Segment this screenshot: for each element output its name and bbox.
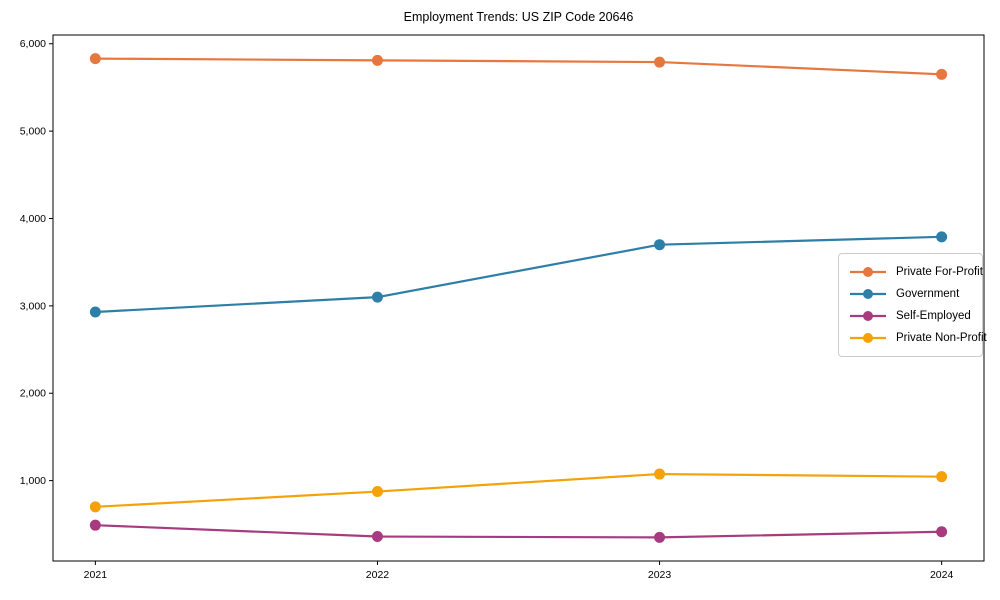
legend-item-private-for-profit: Private For-Profit <box>848 261 983 283</box>
data-point-government-2022 <box>371 291 383 303</box>
data-point-private-for-profit-2022 <box>371 54 383 66</box>
data-point-private-non-profit-2023 <box>654 468 666 480</box>
data-point-self-employed-2022 <box>371 531 383 543</box>
data-point-government-2024 <box>936 231 948 243</box>
data-point-government-2023 <box>654 239 666 251</box>
y-axis-tick-label: 6,000 <box>20 38 46 50</box>
y-axis-tick-label: 5,000 <box>20 126 46 138</box>
data-point-self-employed-2021 <box>89 519 101 531</box>
chart-title: Employment Trends: US ZIP Code 20646 <box>403 10 634 24</box>
legend-item-private-non-profit: Private Non-Profit <box>848 327 987 349</box>
x-axis-tick-label: 2024 <box>930 569 954 581</box>
y-axis-tick-label: 1,000 <box>20 475 46 487</box>
x-axis-tick-label: 2023 <box>648 569 672 581</box>
legend-label: Government <box>896 288 960 300</box>
series-line-government <box>95 235 942 314</box>
data-point-private-non-profit-2024 <box>936 471 948 483</box>
legend-label: Self-Employed <box>896 310 971 322</box>
legend-marker-icon <box>850 311 886 321</box>
data-point-government-2021 <box>89 306 101 318</box>
data-point-private-non-profit-2021 <box>89 501 101 513</box>
x-axis-tick-label: 2021 <box>84 569 108 581</box>
series-line-private-non-profit <box>95 472 942 508</box>
axes-spines <box>52 34 985 562</box>
legend-marker-icon <box>850 267 886 277</box>
x-axis-tick-label: 2022 <box>366 569 390 581</box>
legend: Private For-Profit Government Self-Employe… <box>838 253 987 357</box>
legend-marker-icon <box>850 333 886 343</box>
data-point-private-for-profit-2023 <box>654 56 666 68</box>
y-axis-tick-label: 2,000 <box>20 388 46 400</box>
data-point-self-employed-2024 <box>936 526 948 538</box>
legend-item-self-employed: Self-Employed <box>848 305 973 327</box>
data-point-private-for-profit-2021 <box>89 53 101 65</box>
data-point-private-for-profit-2024 <box>936 68 948 80</box>
y-axis-tick-label: 4,000 <box>20 213 46 225</box>
legend-item-government: Government <box>848 283 973 305</box>
legend-marker-icon <box>850 289 886 299</box>
data-point-self-employed-2023 <box>654 531 666 543</box>
legend-label: Private For-Profit <box>896 266 983 278</box>
data-point-private-non-profit-2022 <box>371 486 383 498</box>
y-axis-tick-label: 3,000 <box>20 300 46 312</box>
legend-label: Private Non-Profit <box>896 332 987 344</box>
series-line-private-for-profit <box>95 57 942 76</box>
series-line-self-employed <box>95 524 942 539</box>
